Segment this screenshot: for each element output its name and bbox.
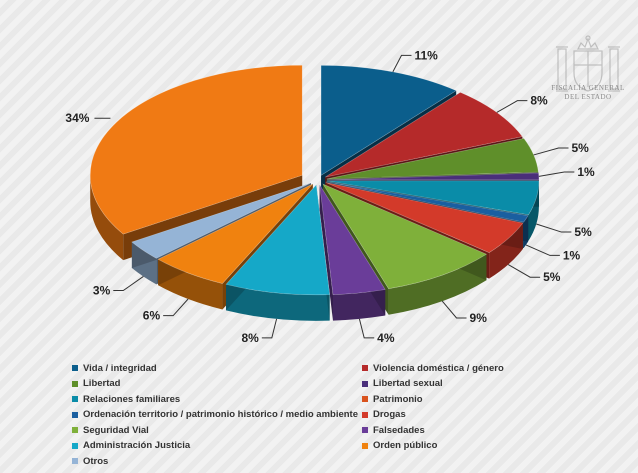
legend-label-11: Orden público [373, 440, 438, 452]
legend-label-10: Administración Justicia [83, 440, 191, 452]
legend-item-5: Patrimonio [362, 392, 612, 407]
legend-item-6: Ordenación territorio / patrimonio histó… [72, 408, 362, 423]
legend-label-3: Libertad sexual [373, 378, 443, 390]
leader-line-11 [113, 276, 144, 292]
leader-line-9 [261, 318, 278, 339]
coat-of-arms-caption: FISCALÍA GENERAL DEL ESTADO [548, 84, 628, 102]
legend-swatch-0 [72, 365, 78, 372]
legend-swatch-5 [362, 396, 368, 403]
slice-12 [89, 64, 303, 235]
slice-8 [319, 184, 386, 295]
slice-10 [157, 183, 313, 284]
data-label-4: 5% [574, 225, 592, 239]
slice-5 [326, 181, 529, 223]
legend-item-11: Orden público [362, 439, 612, 454]
data-label-7: 9% [470, 311, 488, 325]
seal-line-2: DEL ESTADO [564, 93, 612, 101]
data-label-3: 1% [577, 165, 595, 179]
legend-item-4: Relaciones familiares [72, 392, 362, 407]
legend-item-8: Seguridad Vial [72, 423, 362, 438]
legend-label-0: Vida / integridad [83, 362, 157, 374]
legend-swatch-7 [362, 411, 368, 418]
data-label-6: 5% [543, 270, 561, 284]
data-label-0: 11% [414, 48, 438, 62]
slice-9 [225, 184, 330, 296]
legend-label-9: Falsedades [373, 424, 425, 436]
leader-line-0 [392, 54, 412, 73]
legend-label-4: Relaciones familiares [83, 393, 181, 405]
legend-label-6: Ordenación territorio / patrimonio histó… [83, 409, 359, 421]
leader-line-10 [163, 298, 189, 317]
legend-swatch-1 [362, 365, 368, 372]
legend-swatch-2 [72, 380, 78, 387]
legend-item-7: Drogas [362, 408, 612, 423]
legend-label-8: Seguridad Vial [83, 424, 149, 436]
legend-swatch-4 [72, 396, 78, 403]
slice-7 [322, 183, 488, 290]
legend-swatch-8 [72, 427, 78, 434]
seal-line-1: FISCALÍA GENERAL [551, 84, 625, 92]
leader-line-5 [525, 244, 560, 256]
chart-legend: Vida / integridad Violencia doméstica / g… [72, 361, 612, 469]
data-label-11: 3% [93, 284, 111, 298]
data-label-5: 1% [563, 248, 581, 262]
data-label-12: 34% [65, 111, 89, 125]
leader-line-2 [533, 147, 569, 156]
data-label-2: 5% [572, 141, 590, 155]
leader-line-7 [441, 300, 467, 319]
legend-swatch-9 [362, 427, 368, 434]
legend-item-0: Vida / integridad [72, 361, 362, 376]
legend-swatch-3 [362, 380, 368, 387]
legend-label-2: Libertad [83, 378, 121, 390]
legend-item-2: Libertad [72, 377, 362, 392]
legend-item-12: Otros [72, 454, 362, 469]
slice-4 [326, 180, 540, 216]
data-label-10: 6% [143, 309, 161, 323]
legend-label-7: Drogas [373, 409, 406, 421]
legend-label-12: Otros [83, 455, 109, 467]
legend-swatch-12 [72, 458, 78, 465]
legend-swatch-6 [72, 411, 78, 418]
legend-item-1: Violencia doméstica / género [362, 361, 612, 376]
legend-swatch-11 [362, 442, 368, 449]
legend-swatch-10 [72, 442, 78, 449]
leader-line-1 [496, 100, 528, 113]
leader-line-8 [358, 318, 375, 339]
legend-item-3: Libertad sexual [362, 377, 612, 392]
slice-11 [131, 182, 312, 259]
data-label-9: 8% [241, 331, 259, 345]
legend-label-1: Violencia doméstica / género [373, 362, 504, 374]
slice-0 [320, 65, 457, 176]
legend-item-9: Falsedades [362, 423, 612, 438]
slice-1 [325, 91, 523, 178]
legend-item-10: Administración Justicia [72, 439, 362, 454]
slice-6 [325, 182, 524, 253]
data-label-1: 8% [530, 94, 548, 108]
leader-line-3 [538, 171, 575, 177]
leader-line-6 [507, 264, 541, 278]
coat-of-arms-logo [556, 35, 620, 92]
leader-line-4 [536, 223, 572, 233]
pie-chart: 11%8%5%1%5%1%5%9%4%8%6%3%34% [65, 48, 595, 345]
data-label-8: 4% [377, 331, 395, 345]
legend-label-5: Patrimonio [373, 393, 423, 405]
